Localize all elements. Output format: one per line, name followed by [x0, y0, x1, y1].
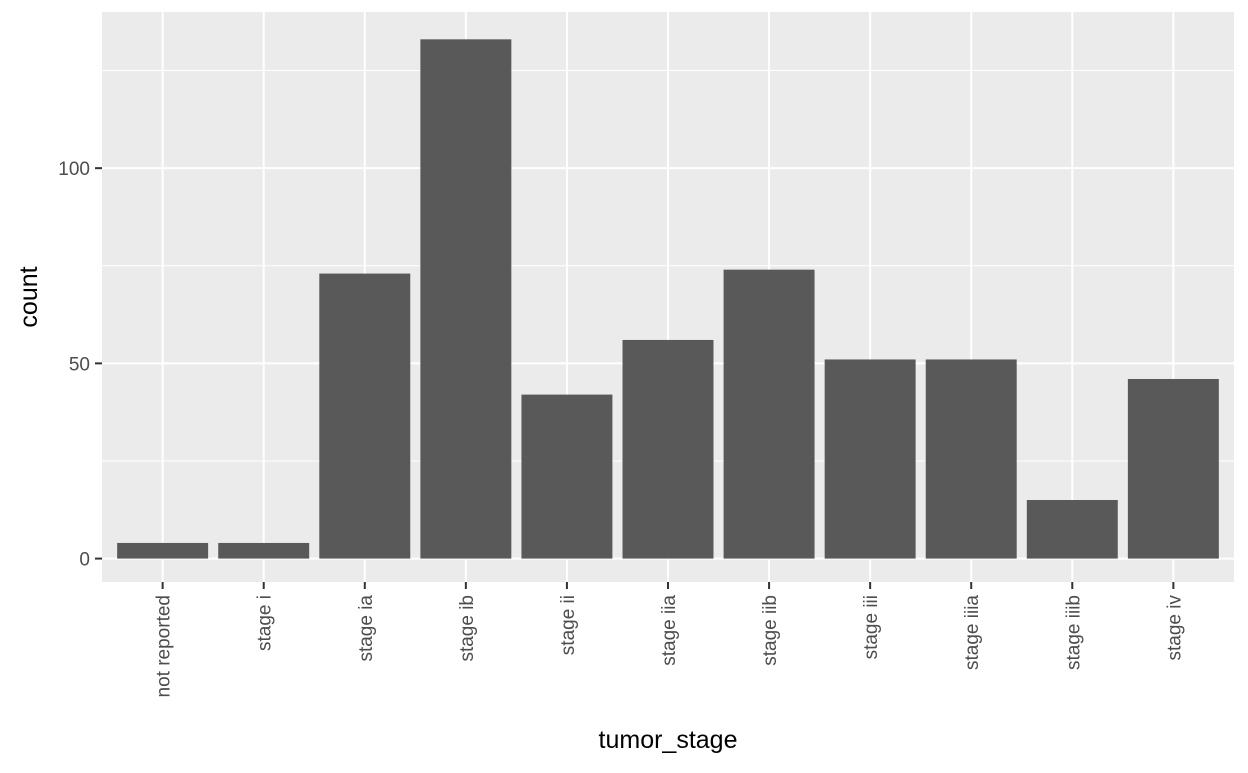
x-tick-label: stage i — [255, 595, 276, 651]
bar-stage-iiia — [925, 359, 1017, 559]
x-tick-label: stage ii — [558, 595, 579, 655]
bar-not-reported — [117, 542, 209, 559]
y-axis-title: count — [15, 266, 43, 327]
x-axis-title: tumor_stage — [599, 726, 738, 754]
y-axis: 0 50 100 — [58, 159, 102, 571]
y-tick-label: 0 — [79, 550, 90, 571]
x-tick-label: stage iiia — [962, 595, 983, 670]
bar-stage-iia — [622, 339, 714, 559]
bar-stage-ii — [521, 394, 613, 559]
bar-stage-iii — [824, 359, 916, 559]
bar-stage-ib — [420, 39, 512, 559]
x-tick-label: stage iv — [1164, 595, 1185, 661]
bar-stage-i — [218, 542, 310, 559]
y-tick-label: 100 — [58, 159, 90, 180]
x-tick-label: stage iia — [659, 595, 680, 666]
x-tick-label: not reported — [154, 595, 175, 697]
bars — [117, 39, 1219, 559]
x-tick-label: stage ia — [356, 595, 377, 662]
x-tick-label: stage iib — [760, 595, 781, 666]
bar-stage-iv — [1127, 378, 1219, 559]
bar-stage-ia — [319, 273, 411, 559]
x-axis: not reported stage i stage ia stage ib stage… — [154, 582, 1185, 697]
x-tick-label: stage ib — [457, 595, 478, 662]
bar-stage-iib — [723, 269, 815, 559]
x-tick-label: stage iiib — [1063, 595, 1084, 670]
x-tick-label: stage iii — [861, 595, 882, 659]
bar-stage-iiib — [1026, 500, 1118, 559]
y-tick-label: 50 — [69, 354, 90, 375]
